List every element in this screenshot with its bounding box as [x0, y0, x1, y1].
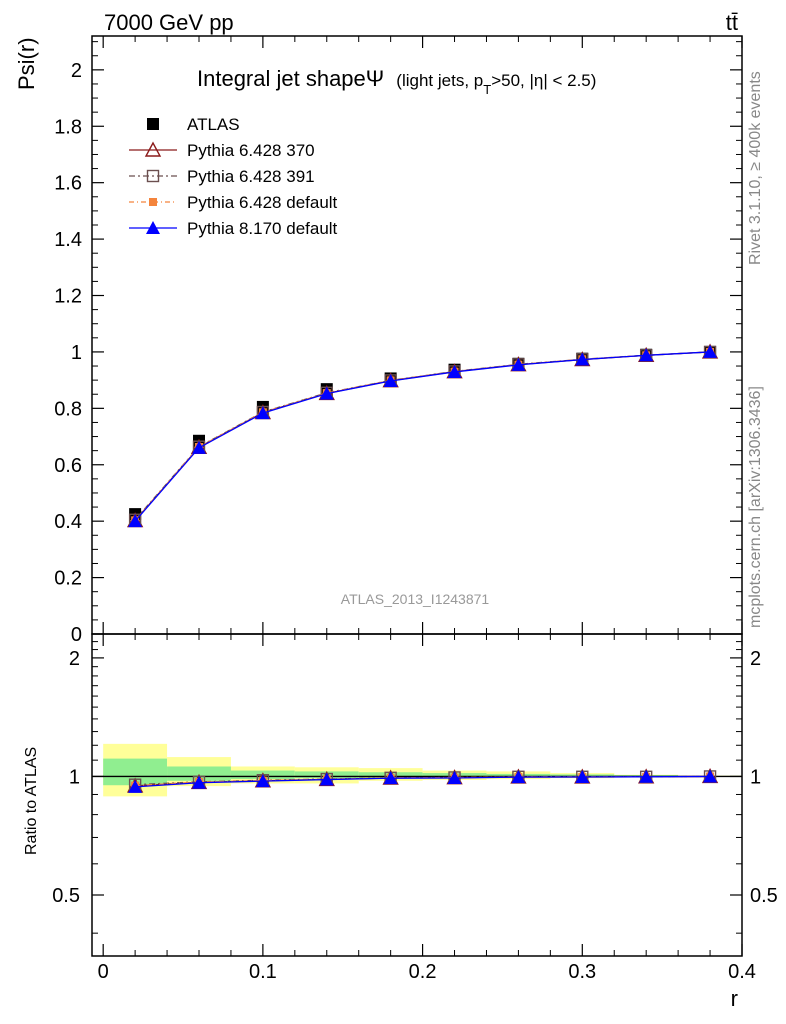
ratio-y-tick-label: 2 — [69, 648, 80, 670]
legend-marker — [147, 118, 159, 130]
header-right: tt̄ — [726, 10, 738, 35]
ratio-data-point — [319, 772, 334, 786]
y-tick-label: 1.4 — [54, 229, 82, 251]
legend-entry: ATLAS — [147, 115, 240, 134]
ratio-data-point — [447, 770, 462, 784]
ratio-y-tick-label: 0.5 — [52, 885, 80, 907]
ratio-data-point — [128, 779, 143, 793]
legend-entry: Pythia 6.428 391 — [129, 167, 315, 186]
y-tick-label: 0.4 — [54, 511, 82, 533]
header-left: 7000 GeV pp — [104, 10, 234, 35]
data-point — [192, 440, 207, 454]
ratio-series-3 — [128, 769, 718, 793]
series-1 — [126, 343, 719, 528]
ratio-series-line — [135, 775, 711, 788]
ratio-frame — [91, 633, 743, 957]
analysis-watermark: ATLAS_2013_I1243871 — [341, 591, 490, 607]
legend: ATLAS Pythia 6.428 370 Pythia 6.428 391 Pyt… — [129, 115, 338, 238]
series-line — [134, 351, 711, 522]
y-tick-label: 0 — [71, 624, 82, 646]
legend-marker — [146, 221, 160, 234]
main-title: Integral jet shapeΨ (light jets, pT>50, … — [197, 66, 596, 97]
legend-label: Pythia 6.428 default — [187, 193, 338, 212]
y-tick-label: 1.6 — [54, 173, 82, 195]
x-axis-label: r — [731, 986, 738, 1011]
y-tick-label: 2 — [71, 60, 82, 82]
data-point — [511, 357, 526, 371]
mcplots-label: mcplots.cern.ch [arXiv:1306.3436] — [747, 386, 764, 628]
legend-label: Pythia 8.170 default — [187, 219, 338, 238]
data-point — [383, 373, 398, 387]
y-tick-label: 1.2 — [54, 286, 82, 308]
x-tick-label: 0.2 — [409, 961, 437, 983]
data-point — [128, 514, 143, 528]
legend-label: Pythia 6.428 370 — [187, 141, 315, 160]
data-point — [575, 352, 590, 366]
ratio-y-tick-label-right: 1 — [750, 766, 761, 788]
series-4 — [128, 344, 718, 528]
ratio-ylabel: Ratio to ATLAS — [23, 747, 40, 855]
y-tick-label: 0.2 — [54, 568, 82, 590]
main-ylabel: Psi(r) — [14, 37, 39, 90]
ratio-data-point — [703, 769, 718, 783]
ratio-y-tick-label-right: 0.5 — [750, 885, 778, 907]
series-0 — [129, 345, 717, 521]
x-tick-label: 0 — [98, 961, 109, 983]
ratio-y-tick-label-right: 2 — [750, 648, 761, 670]
x-tick-label: 0.4 — [728, 961, 756, 983]
legend-entry: Pythia 8.170 default — [129, 219, 338, 238]
ratio-data-point — [511, 770, 526, 784]
x-tick-label: 0.1 — [249, 961, 277, 983]
legend-marker — [146, 169, 160, 183]
ratio-data-point — [575, 769, 590, 783]
legend-marker — [144, 141, 162, 157]
ratio-plot-panel: Ratio to ATLAS 0.5 0.5 1 1 2 2 0 0.1 0.2 0.3 0.4 r — [23, 633, 778, 1011]
legend-label: ATLAS — [187, 115, 240, 134]
data-point — [639, 348, 654, 362]
y-tick-label: 1 — [71, 342, 82, 364]
stat-uncertainty-band — [167, 766, 231, 781]
data-point — [255, 406, 270, 420]
y-tick-label: 1.8 — [54, 116, 82, 138]
ratio-y-tick-label: 1 — [69, 766, 80, 788]
series-2 — [128, 345, 717, 526]
ratio-data-point — [383, 771, 398, 785]
legend-entry: Pythia 6.428 370 — [129, 141, 315, 160]
ratio-data-point — [255, 774, 270, 788]
legend-entry: Pythia 6.428 default — [129, 193, 338, 212]
y-tick-label: 0.6 — [54, 455, 82, 477]
x-tick-label: 0.3 — [568, 961, 596, 983]
data-point — [703, 344, 718, 358]
data-point — [319, 386, 334, 400]
legend-label: Pythia 6.428 391 — [187, 167, 315, 186]
series-line — [134, 351, 711, 521]
main-plot-panel: Psi(r) Integral jet shapeΨ (light jets, … — [14, 35, 743, 646]
y-tick-label: 0.8 — [54, 398, 82, 420]
legend-marker — [149, 198, 157, 206]
ratio-data-point — [192, 775, 207, 789]
data-point — [447, 364, 462, 378]
ratio-data-point — [639, 769, 654, 783]
rivet-label: Rivet 3.1.10, ≥ 400k events — [747, 71, 764, 265]
